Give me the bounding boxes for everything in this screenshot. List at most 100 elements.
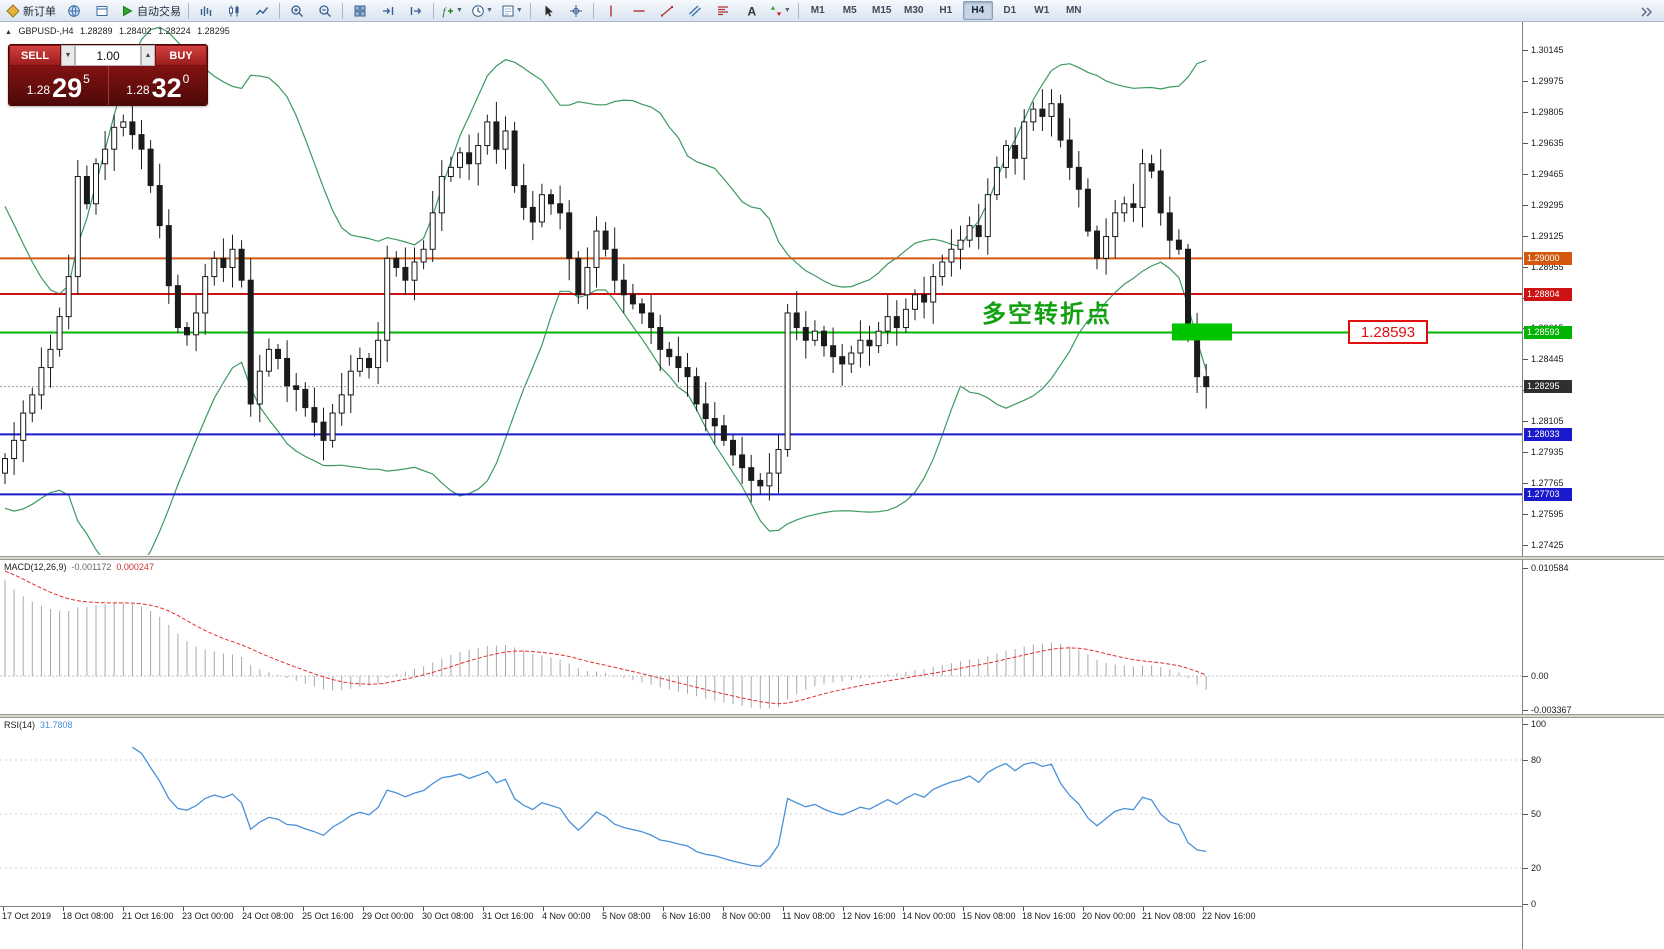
- sell-price[interactable]: 1.28 29 5: [26, 72, 90, 103]
- buy-price[interactable]: 1.28 32 0: [126, 72, 190, 103]
- market-watch-icon[interactable]: [61, 1, 87, 21]
- autotrading-button[interactable]: 自动交易: [117, 1, 184, 21]
- rsi-tick-label: 80: [1531, 755, 1542, 765]
- time-tick: [843, 907, 844, 911]
- volume-increment-button[interactable]: ▲: [141, 45, 155, 66]
- timeframe-button-d1[interactable]: D1: [1003, 5, 1017, 16]
- zoom-in-icon[interactable]: [284, 1, 310, 21]
- svg-text:f: f: [443, 6, 448, 18]
- toolbar: 新订单 自动交易 f ▼ ▼ ▼ A ▼ M1 M5 M15 M30 H1 H4 D1 W1 MN: [0, 0, 1664, 22]
- chevron-down-icon: ▼: [783, 7, 791, 14]
- rsi-tick-label: 20: [1531, 863, 1542, 873]
- price-tick-label: 1.27425: [1531, 540, 1564, 550]
- axis-tick: [1523, 142, 1528, 144]
- volume-input[interactable]: 1.00: [75, 45, 141, 66]
- rsi-tick-label: 100: [1531, 719, 1547, 729]
- annotation-text: 多空转折点: [982, 301, 1112, 328]
- time-tick-label: 15 Nov 08:00: [962, 911, 1016, 921]
- data-window-icon[interactable]: [89, 1, 115, 21]
- line-chart-icon[interactable]: [249, 1, 275, 21]
- timeframe-button-m5[interactable]: M5: [842, 5, 857, 16]
- zoom-out-icon[interactable]: [312, 1, 338, 21]
- price-tick-label: 1.28105: [1531, 416, 1564, 427]
- price-axis: 1.30145 1.29975 1.29805 1.29635 1.29465 1.292…: [1522, 22, 1664, 949]
- toolbar-separator: [188, 2, 189, 19]
- time-tick-label: 18 Nov 16:00: [1022, 911, 1076, 921]
- timeframe-button-m30[interactable]: M30: [904, 5, 924, 16]
- auto-scroll-icon[interactable]: [375, 1, 401, 21]
- time-tick: [963, 907, 964, 911]
- time-tick-label: 29 Oct 00:00: [362, 911, 414, 921]
- channel-icon[interactable]: [682, 1, 708, 21]
- price-tick-label: 1.29635: [1531, 137, 1564, 148]
- timeframe-button-h1[interactable]: H1: [939, 5, 953, 16]
- time-tick-label: 4 Nov 00:00: [542, 911, 591, 921]
- volume-decrement-button[interactable]: ▼: [61, 45, 75, 66]
- axis-tick: [1523, 514, 1528, 516]
- time-tick: [183, 907, 184, 911]
- macd-tick-label: 0.00: [1531, 671, 1549, 681]
- axis-tick: [1523, 235, 1528, 237]
- timeframe-button-m1[interactable]: M1: [810, 5, 825, 16]
- sell-button[interactable]: SELL: [9, 45, 61, 66]
- ohlc-open: 1.28289: [79, 26, 113, 36]
- macd-label: MACD(12,26,9) -0.001172 0.000247: [4, 562, 154, 572]
- horizontal-line-icon[interactable]: [626, 1, 652, 21]
- vertical-line-icon[interactable]: [598, 1, 624, 21]
- chevron-down-icon: ▼: [515, 7, 523, 14]
- price-tag-label[interactable]: 1.28593: [1348, 320, 1428, 344]
- indicators-icon[interactable]: f ▼: [438, 1, 466, 21]
- price-tick-label: 1.29125: [1531, 230, 1564, 241]
- price-tick-label: 1.29805: [1531, 106, 1564, 117]
- toolbar-separator: [529, 2, 531, 19]
- time-tick: [363, 907, 364, 911]
- chevron-down-icon: ▼: [485, 7, 493, 14]
- one-click-trading-panel: SELL ▼ 1.00 ▲ BUY 1.28 29 5 1.28 32 0: [8, 44, 208, 106]
- tile-windows-icon[interactable]: [347, 1, 373, 21]
- fibonacci-icon[interactable]: [710, 1, 736, 21]
- axis-tick: [1523, 724, 1528, 725]
- main-chart-panel[interactable]: [0, 22, 1522, 556]
- crosshair-icon[interactable]: [563, 1, 589, 21]
- rsi-tick-label: 50: [1531, 809, 1542, 819]
- trendline-icon[interactable]: [654, 1, 680, 21]
- macd-tick-label: 0.010584: [1531, 563, 1569, 573]
- cursor-icon[interactable]: [535, 1, 561, 21]
- buy-button[interactable]: BUY: [155, 45, 207, 66]
- periods-icon[interactable]: ▼: [468, 1, 496, 21]
- price-level-tag: 1.28804: [1524, 287, 1572, 301]
- ohlc-low: 1.28224: [158, 26, 191, 36]
- rsi-panel[interactable]: [0, 718, 1522, 906]
- text-icon[interactable]: A: [738, 1, 764, 21]
- candlestick-chart-icon[interactable]: [221, 1, 247, 21]
- price-tick-label: 1.29975: [1531, 75, 1564, 86]
- arrows-icon[interactable]: ▼: [766, 1, 794, 21]
- timeframe-button-h4[interactable]: H4: [962, 1, 993, 20]
- collapse-icon[interactable]: ▲: [5, 29, 12, 36]
- time-tick-label: 17 Oct 2019: [2, 911, 52, 921]
- axis-tick: [1523, 710, 1528, 712]
- time-tick: [1203, 907, 1204, 911]
- chart-shift-icon[interactable]: [403, 1, 429, 21]
- bar-chart-icon[interactable]: [193, 1, 219, 21]
- templates-icon[interactable]: ▼: [498, 1, 526, 21]
- toolbar-overflow-icon[interactable]: [1633, 2, 1659, 22]
- time-tick-label: 23 Oct 00:00: [182, 911, 234, 921]
- time-axis: 17 Oct 2019 18 Oct 08:00 21 Oct 16:00 23 Oc…: [0, 906, 1522, 949]
- macd-panel[interactable]: [0, 560, 1522, 714]
- panel-splitter-2[interactable]: [0, 714, 1664, 718]
- time-tick-label: 22 Nov 16:00: [1202, 911, 1256, 921]
- new-order-button[interactable]: 新订单: [3, 1, 59, 21]
- ohlc-close: 1.28295: [197, 26, 230, 36]
- price-tick-label: 1.28955: [1531, 261, 1564, 272]
- panel-splitter-1[interactable]: [0, 556, 1664, 560]
- timeframe-button-w1[interactable]: W1: [1034, 5, 1050, 16]
- toolbar-separator: [592, 2, 594, 19]
- axis-tick: [1523, 173, 1528, 175]
- timeframe-button-mn[interactable]: MN: [1065, 5, 1082, 16]
- toolbar-separator: [797, 2, 799, 19]
- time-tick: [63, 907, 64, 911]
- timeframe-button-m15[interactable]: M15: [872, 5, 892, 16]
- time-tick-label: 31 Oct 16:00: [482, 911, 534, 921]
- axis-tick: [1523, 483, 1528, 485]
